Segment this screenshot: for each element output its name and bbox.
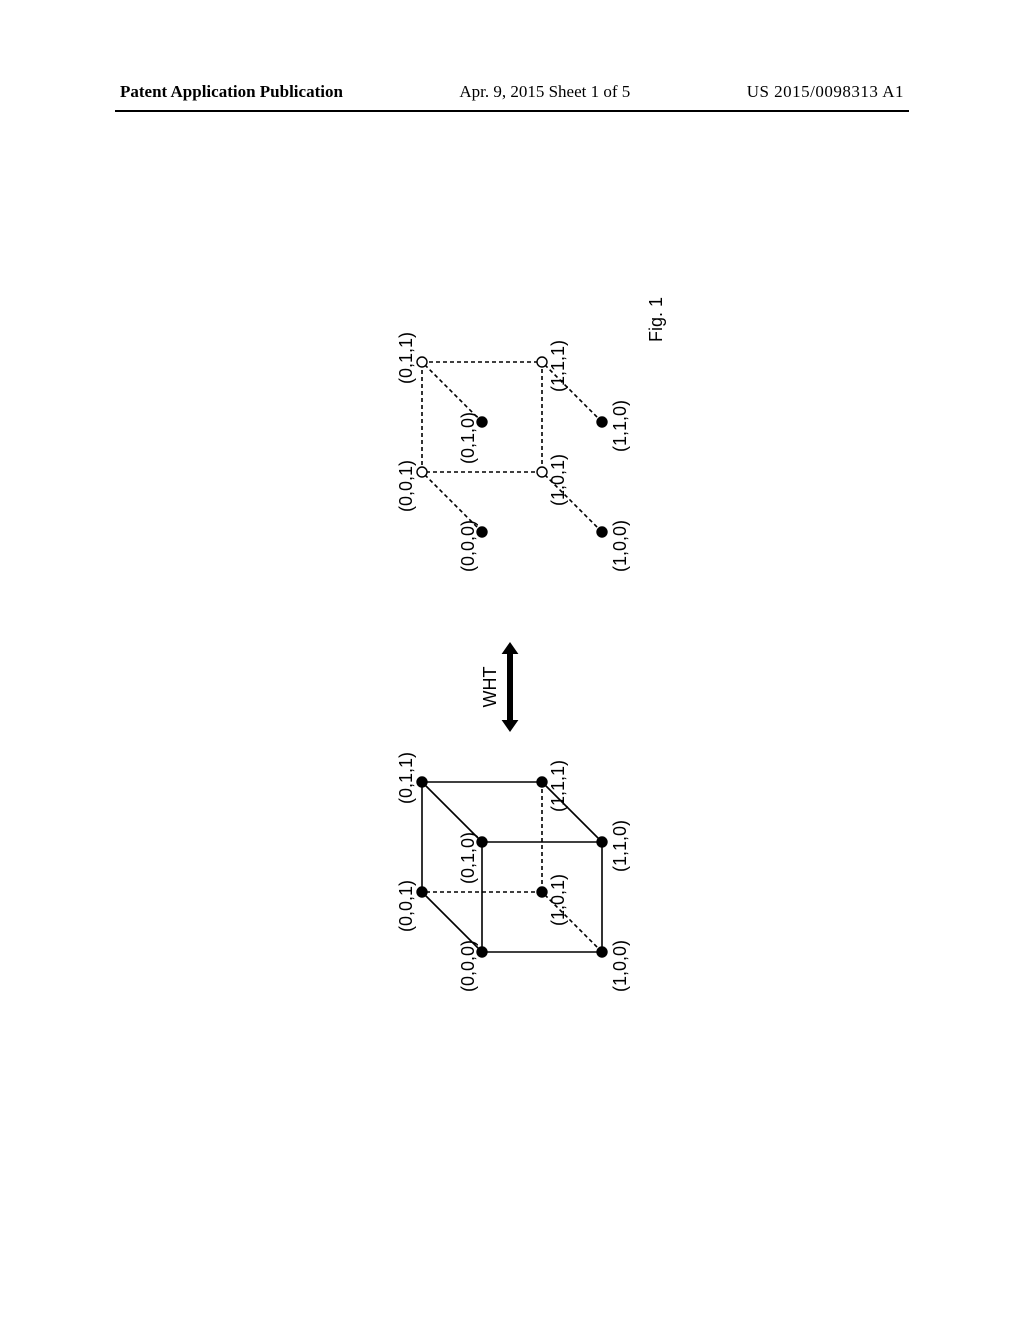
cube-node-label: (0,1,0): [458, 412, 478, 464]
cube-node: [537, 777, 547, 787]
header-rule: [115, 110, 909, 112]
header-right: US 2015/0098313 A1: [747, 82, 904, 102]
cube-node-label: (1,1,0): [610, 400, 630, 452]
cube-node: [597, 417, 607, 427]
cube-node-label: (1,1,1): [548, 760, 568, 812]
figure-1: (0,0,0) (0,1,0) (1,0,0) (1,1,0) (0,0,1) (0,1,…: [332, 262, 692, 1022]
cube-node-label: (1,0,1): [548, 874, 568, 926]
header-left: Patent Application Publication: [120, 82, 343, 102]
cube-node-label: (1,0,0): [610, 520, 630, 572]
right-cube: (0,0,0) (0,1,0) (1,0,0) (1,1,0) (0,0,1) (0,1,…: [396, 332, 630, 572]
cube-node: [597, 947, 607, 957]
cube-node: [477, 837, 487, 847]
cube-node: [537, 467, 547, 477]
arrow-shape: [502, 642, 519, 732]
cube-node: [417, 357, 427, 367]
left-cube: (0,0,0) (0,1,0) (1,0,0) (1,1,0) (0,0,1) (0,1,…: [396, 752, 630, 992]
cube-node: [417, 887, 427, 897]
header-mid: Apr. 9, 2015 Sheet 1 of 5: [459, 82, 630, 102]
cube-node-label: (1,0,1): [548, 454, 568, 506]
figure-caption: Fig. 1: [646, 297, 666, 342]
cube-node-label: (1,1,0): [610, 820, 630, 872]
cube-node: [597, 837, 607, 847]
cube-node-label: (1,1,1): [548, 340, 568, 392]
cube-node: [477, 527, 487, 537]
cube-node-label: (0,1,1): [396, 752, 416, 804]
cube-node-label: (0,0,0): [458, 520, 478, 572]
cube-node: [477, 947, 487, 957]
cube-node-label: (0,0,1): [396, 460, 416, 512]
cube-node: [417, 777, 427, 787]
cube-node: [477, 417, 487, 427]
cube-node-label: (0,0,1): [396, 880, 416, 932]
cube-node: [597, 527, 607, 537]
cube-node-label: (0,1,1): [396, 332, 416, 384]
figure-svg: (0,0,0) (0,1,0) (1,0,0) (1,1,0) (0,0,1) (0,1,…: [332, 262, 692, 1022]
wht-label: WHT: [480, 667, 500, 708]
cube-node-label: (0,1,0): [458, 832, 478, 884]
cube-node-label: (0,0,0): [458, 940, 478, 992]
cube-node: [417, 467, 427, 477]
cube-node: [537, 357, 547, 367]
page-header: Patent Application Publication Apr. 9, 2…: [0, 82, 1024, 102]
cube-node-label: (1,0,0): [610, 940, 630, 992]
cube-node: [537, 887, 547, 897]
wht-arrow: [502, 642, 519, 732]
